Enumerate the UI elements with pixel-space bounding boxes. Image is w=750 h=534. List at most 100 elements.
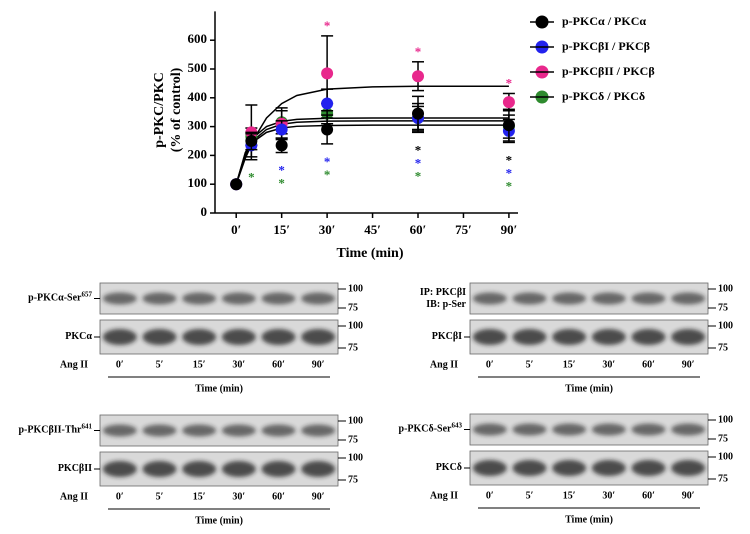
blot-band: [472, 329, 507, 345]
blot-strip: [469, 450, 709, 486]
x-tick-label: 15′: [273, 222, 290, 237]
lane-label: 15′: [193, 491, 206, 502]
lane-label: 60′: [272, 359, 285, 370]
blot-band: [631, 329, 666, 345]
significance-mark: *: [415, 142, 422, 157]
blot-row-label-sup: 657: [82, 290, 93, 298]
blot-row-label: p-PKCβII-Thr641: [18, 422, 92, 436]
blot-band: [591, 460, 626, 476]
data-point: [321, 67, 334, 80]
blot-row-label-text: PKCα: [65, 331, 92, 342]
significance-mark: *: [248, 170, 255, 185]
blot-band: [301, 424, 336, 437]
significance-mark: *: [506, 152, 513, 167]
blot-row-label-text: PKCβII: [58, 463, 92, 474]
blot-band: [671, 292, 706, 305]
blot-band: [591, 423, 626, 436]
blot-band: [631, 423, 666, 436]
lane-label: 0′: [486, 359, 494, 370]
blot-row-label-sup: 641: [82, 422, 93, 430]
blot-band: [221, 461, 256, 477]
fit-curve: [235, 85, 509, 185]
y-tick-label: 500: [188, 60, 208, 75]
x-tick-label: 30′: [319, 222, 336, 237]
blot-row-label: PKCβII: [58, 463, 92, 474]
y-axis-label: p-PKC/PKC: [152, 72, 167, 147]
blot-band: [142, 424, 177, 437]
blot-band: [261, 329, 296, 345]
blot-panel: p-PKCα-Ser657 100 75 PKCα 100 75 Ang II 0′ 5′ 15′…: [28, 282, 363, 394]
blot-row-label-sup: 643: [452, 421, 463, 429]
blot-band: [182, 424, 217, 437]
y-tick-label: 200: [188, 146, 208, 161]
legend-label: p-PKCδ / PKCδ: [562, 89, 645, 103]
blot-strip: [99, 319, 339, 355]
lane-label: 30′: [232, 359, 245, 370]
legend-label: p-PKCβII / PKCβ: [562, 64, 655, 78]
blot-band: [631, 292, 666, 305]
lane-label: 15′: [563, 359, 576, 370]
treatment-label: Ang II: [60, 491, 88, 502]
blot-band: [552, 292, 587, 305]
lane-label: 0′: [116, 491, 124, 502]
blot-band: [631, 460, 666, 476]
lane-label: 15′: [193, 359, 206, 370]
blot-band: [182, 292, 217, 305]
mw-label: 75: [348, 434, 358, 445]
x-tick-label: 0′: [231, 222, 241, 237]
treatment-label: Ang II: [60, 359, 88, 370]
data-point: [321, 97, 334, 110]
lane-label: 0′: [116, 359, 124, 370]
significance-mark: *: [324, 154, 331, 169]
mw-label: 75: [718, 473, 728, 484]
lane-label: 30′: [232, 491, 245, 502]
lane-label: 30′: [602, 490, 615, 501]
blot-band: [301, 292, 336, 305]
mw-label: 75: [718, 433, 728, 444]
blot-band: [261, 461, 296, 477]
data-point: [275, 123, 288, 136]
blot-band: [301, 329, 336, 345]
data-point: [321, 123, 334, 136]
mw-label: 100: [718, 451, 733, 462]
lane-label: 5′: [526, 359, 534, 370]
mw-label: 100: [348, 320, 363, 331]
blot-row-label: PKCα: [65, 331, 92, 342]
y-axis-label: (% of control): [169, 67, 184, 152]
blot-band: [102, 292, 137, 305]
blot-strip: [469, 413, 709, 446]
data-point: [412, 70, 425, 83]
blot-band: [182, 329, 217, 345]
blot-band: [552, 423, 587, 436]
lane-label: 90′: [682, 490, 695, 501]
blot-band: [102, 461, 137, 477]
data-point: [275, 139, 288, 152]
significance-mark: *: [415, 168, 422, 183]
significance-mark: *: [506, 75, 513, 90]
time-label: Time (min): [195, 515, 243, 526]
lane-label: 60′: [642, 359, 655, 370]
blot-row-label-text: PKCβI: [432, 331, 462, 342]
y-tick-label: 600: [188, 31, 208, 46]
blot-band: [591, 292, 626, 305]
blot-band: [472, 460, 507, 476]
mw-label: 100: [718, 414, 733, 425]
blot-band: [671, 460, 706, 476]
lane-label: 90′: [312, 359, 325, 370]
blot-band: [142, 329, 177, 345]
blot-band: [142, 292, 177, 305]
significance-mark: *: [324, 167, 331, 182]
data-point: [230, 178, 243, 191]
blot-row-label: PKCβI: [432, 331, 462, 342]
blot-row-label: IP: PKCβI: [420, 287, 466, 298]
blot-band: [552, 329, 587, 345]
blot-band: [182, 461, 217, 477]
significance-mark: *: [415, 155, 422, 170]
data-point: [502, 119, 515, 132]
lane-label: 0′: [486, 490, 494, 501]
blot-band: [552, 460, 587, 476]
blot-band: [221, 424, 256, 437]
lane-label: 15′: [563, 490, 576, 501]
blot-band: [301, 461, 336, 477]
